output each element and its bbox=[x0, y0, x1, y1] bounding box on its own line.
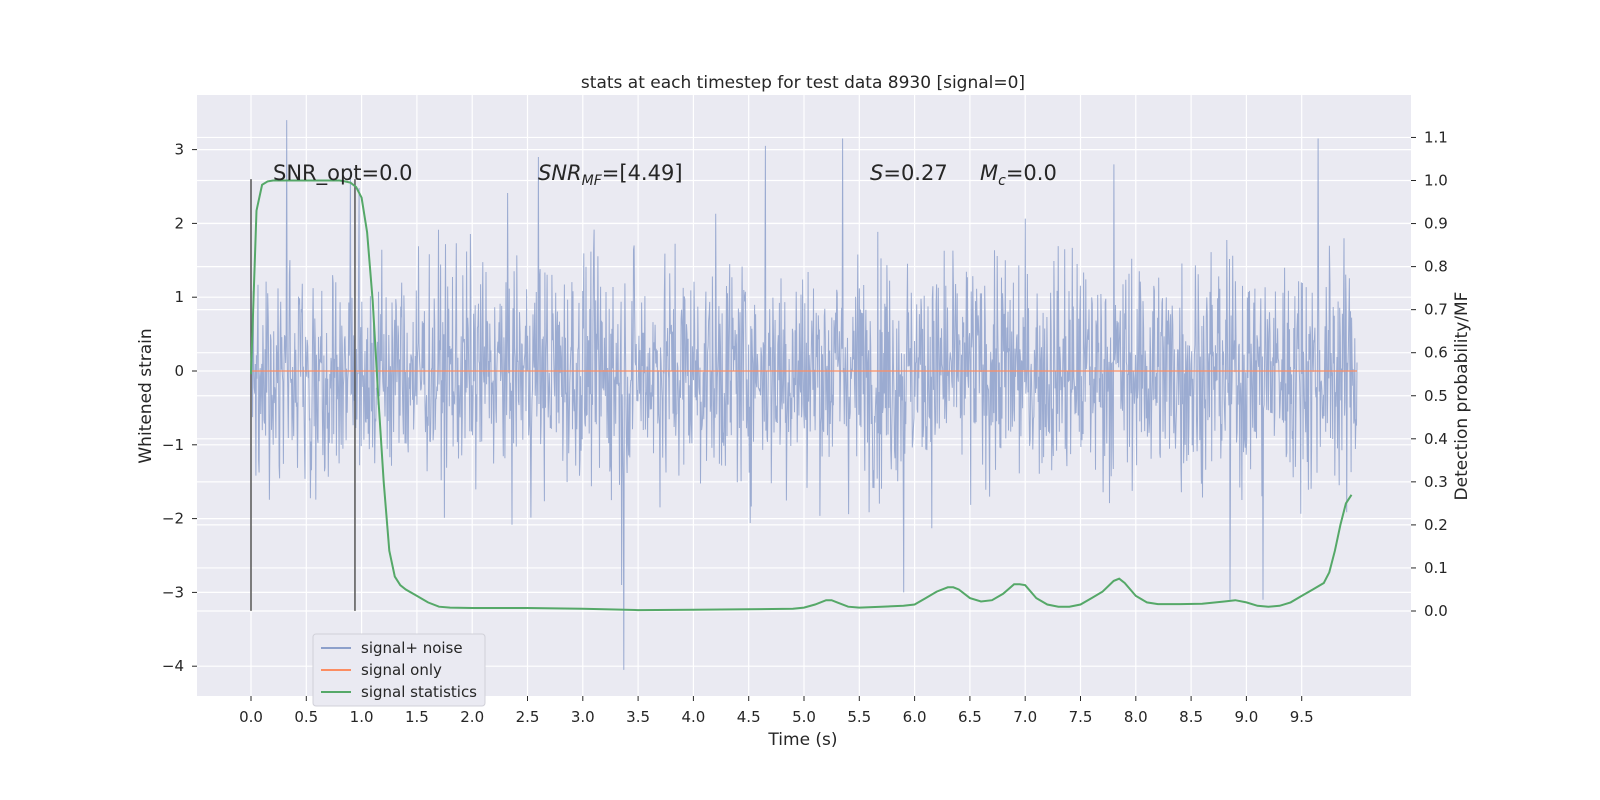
annotation-snr-mf-value: =[4.49] bbox=[602, 161, 683, 185]
legend-box bbox=[312, 633, 486, 707]
x-tick-label: 4.0 bbox=[681, 708, 705, 726]
legend-label-signal-statistics: signal statistics bbox=[361, 683, 477, 701]
annotation-mc-value: =0.0 bbox=[1006, 161, 1057, 185]
vertical-markers bbox=[250, 179, 356, 611]
x-tick-label: 6.5 bbox=[958, 708, 982, 726]
y-axis-title: Whitened strain bbox=[136, 328, 156, 463]
y2-tick-label: 1.0 bbox=[1424, 172, 1448, 190]
annotation-mc-sub: c bbox=[998, 173, 1006, 189]
y-tick-label: 3 bbox=[174, 141, 184, 159]
y-tick-label: −3 bbox=[162, 583, 184, 601]
x-tick-label: 1.5 bbox=[405, 708, 429, 726]
x-tick-label: 7.5 bbox=[1069, 708, 1093, 726]
x-tick-label: 1.0 bbox=[350, 708, 374, 726]
legend-label-signal-plus-noise: signal+ noise bbox=[361, 639, 463, 657]
y2-tick-label: 0.2 bbox=[1424, 516, 1448, 534]
y2-tick-label: 0.3 bbox=[1424, 473, 1448, 491]
y2-tick-label: 0.7 bbox=[1424, 301, 1448, 319]
x-tick-label: 2.0 bbox=[460, 708, 484, 726]
chart-title: stats at each timestep for test data 893… bbox=[581, 73, 1025, 93]
y2-tick-label: 0.6 bbox=[1424, 344, 1448, 362]
series-signal-statistics bbox=[250, 179, 1353, 612]
legend: signal+ noise signal only signal statist… bbox=[312, 633, 486, 707]
y-tick-label: −1 bbox=[162, 436, 184, 454]
x-tick-label: 0.0 bbox=[239, 708, 263, 726]
y2-gridlines bbox=[197, 136, 1411, 612]
x-tick-label: 5.0 bbox=[792, 708, 816, 726]
x-tick-label: 2.5 bbox=[516, 708, 540, 726]
x-tick-label: 9.5 bbox=[1290, 708, 1314, 726]
x-tick-label: 8.5 bbox=[1179, 708, 1203, 726]
y2-tick-label: 0.1 bbox=[1424, 559, 1448, 577]
y2-tick-label: 0.8 bbox=[1424, 258, 1448, 276]
annotation-mc: Mc=0.0 bbox=[980, 161, 1057, 189]
y-axis-ticks: 3 2 1 0 −1 −2 −3 −4 bbox=[162, 141, 197, 675]
series-signal-plus-noise bbox=[250, 120, 1358, 670]
x-tick-label: 0.5 bbox=[294, 708, 318, 726]
legend-label-signal-only: signal only bbox=[361, 661, 442, 679]
y-tick-label: 2 bbox=[174, 214, 184, 232]
y2-tick-label: 1.1 bbox=[1424, 128, 1448, 146]
x-tick-label: 4.5 bbox=[737, 708, 761, 726]
y-tick-label: 1 bbox=[174, 288, 184, 306]
x-tick-label: 7.0 bbox=[1013, 708, 1037, 726]
x-tick-label: 8.0 bbox=[1124, 708, 1148, 726]
annotation-snr-mf-var: SNR bbox=[538, 161, 582, 185]
y2-tick-label: 0.4 bbox=[1424, 430, 1448, 448]
y2-tick-label: 0.5 bbox=[1424, 387, 1448, 405]
annotation-snr-opt: SNR_opt=0.0 bbox=[273, 161, 413, 186]
x-tick-label: 3.0 bbox=[571, 708, 595, 726]
y-tick-label: −4 bbox=[162, 657, 184, 675]
y2-axis-ticks: 1.1 1.0 0.9 0.8 0.7 0.6 0.5 0.4 0.3 0.2 0.1 0.0 bbox=[1411, 128, 1448, 620]
annotation-snr-mf-sub: MF bbox=[582, 173, 603, 189]
annotation-s-var: S bbox=[870, 161, 883, 185]
annotations: SNR_opt=0.0 SNRMF=[4.49] S=0.27 Mc=0.0 bbox=[273, 161, 1057, 189]
annotation-s: S=0.27 bbox=[870, 161, 948, 185]
x-tick-label: 3.5 bbox=[626, 708, 650, 726]
y-tick-label: −2 bbox=[162, 510, 184, 528]
y2-tick-label: 0.9 bbox=[1424, 215, 1448, 233]
annotation-s-value: =0.27 bbox=[883, 161, 947, 185]
x-tick-label: 6.0 bbox=[903, 708, 927, 726]
y-tick-label: 0 bbox=[174, 362, 184, 380]
series-line-signal-plus-noise bbox=[250, 120, 1358, 670]
y2-axis-title: Detection probability/MF bbox=[1452, 292, 1472, 501]
x-axis-ticks: 0.0 0.5 1.0 1.5 2.0 2.5 3.0 3.5 4.0 4.5 5.0 5.5 6.0 6… bbox=[239, 696, 1314, 726]
y2-tick-label: 0.0 bbox=[1424, 602, 1448, 620]
x-tick-label: 5.5 bbox=[847, 708, 871, 726]
x-axis-title: Time (s) bbox=[767, 730, 837, 750]
annotation-snr-mf: SNRMF=[4.49] bbox=[538, 161, 683, 189]
x-tick-label: 9.0 bbox=[1234, 708, 1258, 726]
annotation-mc-var: M bbox=[980, 161, 998, 185]
series-line-signal-statistics bbox=[250, 179, 1353, 612]
